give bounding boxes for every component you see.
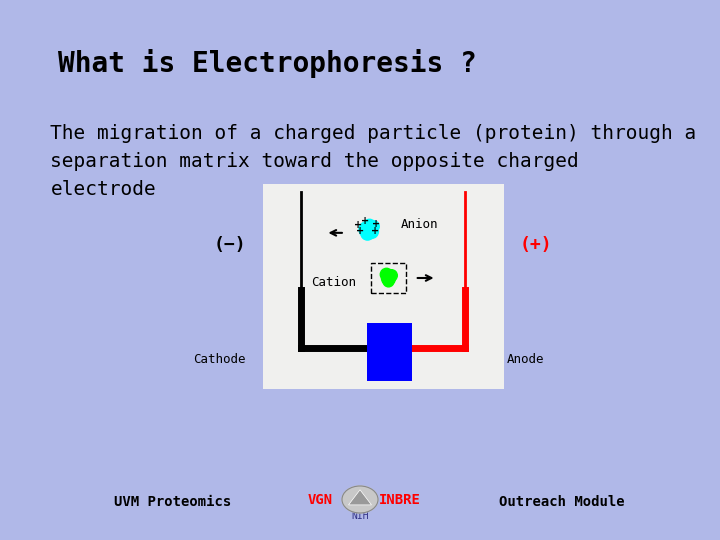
- Text: +: +: [354, 220, 362, 230]
- Text: The migration of a charged particle (protein) through a
separation matrix toward: The migration of a charged particle (pro…: [50, 124, 697, 199]
- Text: VGN: VGN: [308, 492, 333, 507]
- Bar: [366, 323, 413, 381]
- Point: [382, 277, 394, 286]
- Text: What is Electrophoresis ?: What is Electrophoresis ?: [58, 49, 477, 78]
- Text: +: +: [361, 216, 369, 226]
- Text: +: +: [371, 226, 379, 235]
- Text: INBRE: INBRE: [379, 492, 420, 507]
- Text: Outreach Module: Outreach Module: [499, 495, 624, 509]
- Point: [365, 226, 377, 235]
- Text: Cation: Cation: [311, 275, 356, 288]
- Point: [361, 228, 373, 237]
- Text: NIH: NIH: [351, 511, 369, 521]
- Point: [380, 269, 392, 278]
- Text: Anion: Anion: [400, 218, 438, 231]
- Text: (+): (+): [520, 236, 553, 254]
- Polygon shape: [348, 490, 372, 505]
- Text: Anode: Anode: [507, 353, 544, 366]
- Text: +: +: [356, 226, 364, 235]
- Text: Cathode: Cathode: [194, 353, 246, 366]
- Point: [360, 224, 372, 233]
- Text: +: +: [372, 219, 380, 229]
- Point: [385, 271, 397, 279]
- Text: UVM Proteomics: UVM Proteomics: [114, 495, 231, 509]
- Point: [382, 274, 394, 282]
- Text: (−): (−): [214, 236, 247, 254]
- Circle shape: [342, 486, 378, 513]
- Point: [366, 222, 378, 231]
- Bar: [263, 184, 504, 389]
- Point: [363, 221, 374, 230]
